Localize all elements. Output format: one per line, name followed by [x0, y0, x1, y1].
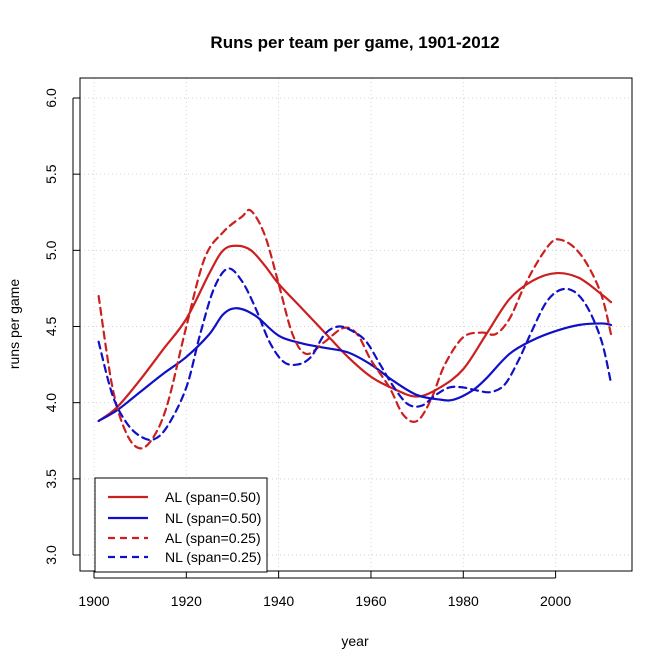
y-axis-label: runs per game [6, 279, 22, 369]
chart-title: Runs per team per game, 1901-2012 [210, 33, 499, 52]
x-tick-label: 1900 [78, 593, 109, 609]
y-tick-label: 4.5 [43, 317, 59, 337]
y-tick-label: 5.5 [43, 164, 59, 184]
x-tick-label: 1940 [263, 593, 294, 609]
series-line-3 [97, 208, 613, 450]
legend-label-1: AL (span=0.50) [165, 489, 261, 505]
y-tick-label: 3.0 [43, 545, 59, 565]
x-axis-label: year [341, 633, 369, 649]
legend-label-4: NL (span=0.25) [165, 549, 261, 565]
series-layer [97, 208, 613, 450]
legend: AL (span=0.50) NL (span=0.50) AL (span=0.2… [94, 477, 268, 573]
x-tick-label: 1980 [448, 593, 479, 609]
y-tick-label: 6.0 [43, 88, 59, 108]
x-tick-label: 1960 [355, 593, 386, 609]
y-tick-label: 5.0 [43, 240, 59, 260]
legend-label-3: AL (span=0.25) [165, 530, 261, 546]
y-axis: 3.0 3.5 4.0 4.5 5.0 5.5 6.0 [43, 88, 80, 565]
y-tick-label: 3.5 [43, 469, 59, 489]
y-tick-label: 4.0 [43, 393, 59, 413]
plot-border [79, 77, 633, 572]
series-line-2 [97, 307, 613, 423]
x-tick-label: 1920 [171, 593, 202, 609]
series-line-4 [97, 267, 613, 441]
x-tick-label: 2000 [540, 593, 571, 609]
series-line-1 [97, 244, 613, 423]
legend-label-2: NL (span=0.50) [165, 510, 261, 526]
x-axis: 1900 1920 1940 1960 1980 2000 [78, 571, 571, 609]
